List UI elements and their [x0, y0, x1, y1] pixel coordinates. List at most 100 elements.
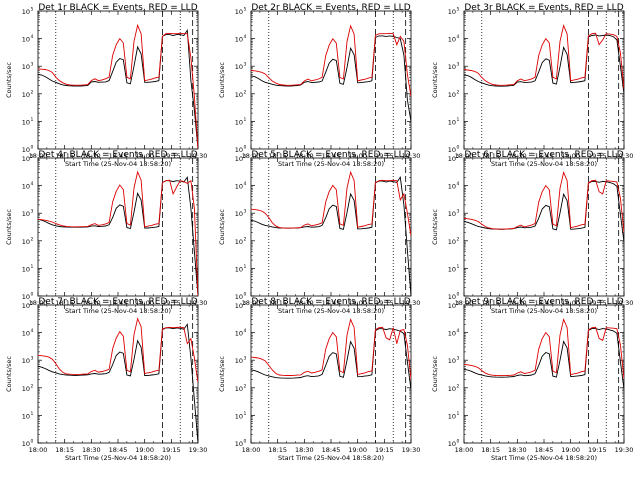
y-tick-label: 10	[448, 293, 456, 301]
y-tick-label: 10	[448, 238, 456, 246]
events-series	[38, 176, 198, 296]
x-tick-label: 19:00	[561, 152, 580, 160]
y-tick-label: 10	[235, 91, 243, 99]
x-tick-label: 18:15	[55, 299, 74, 307]
events-series	[251, 176, 411, 296]
panel-title: Det 5r BLACK = Events, RED = LLD	[251, 150, 410, 160]
y-tick-exponent: 1	[457, 117, 460, 123]
x-axis-label: Start Time (25-Nov-04 18:58:20)	[491, 454, 597, 462]
x-tick-label: 18:45	[322, 446, 341, 454]
y-tick-label: 10	[448, 91, 456, 99]
x-tick-label: 18:30	[508, 299, 527, 307]
events-series	[464, 328, 624, 390]
y-tick-exponent: 5	[457, 154, 460, 160]
x-axis-label: Start Time (25-Nov-04 18:58:20)	[65, 160, 171, 168]
y-tick-label: 10	[22, 183, 30, 191]
x-tick-label: 18:15	[481, 152, 500, 160]
plot-frame	[250, 10, 412, 150]
y-tick-exponent: 4	[244, 328, 247, 334]
x-tick-label: 18:45	[535, 152, 554, 160]
y-tick-label: 10	[235, 293, 243, 301]
y-axis-label: Counts/sec	[431, 62, 439, 98]
y-tick-exponent: 2	[31, 89, 34, 95]
y-tick-label: 10	[235, 118, 243, 126]
x-tick-label: 19:15	[375, 152, 394, 160]
x-tick-label: 18:45	[535, 299, 554, 307]
panel-title: Det 3r BLACK = Events, RED = LLD	[464, 3, 623, 13]
x-tick-label: 18:45	[109, 299, 128, 307]
y-tick-exponent: 5	[457, 301, 460, 307]
y-tick-label: 10	[22, 385, 30, 393]
y-tick-label: 10	[448, 8, 456, 16]
y-tick-label: 10	[22, 293, 30, 301]
y-tick-label: 10	[448, 440, 456, 448]
events-series	[251, 35, 411, 122]
panel-title: Det 1r BLACK = Events, RED = LLD	[38, 3, 197, 13]
y-tick-exponent: 4	[31, 34, 34, 40]
x-tick-label: 18:00	[29, 446, 48, 454]
y-tick-exponent: 2	[31, 383, 34, 389]
y-tick-label: 10	[235, 183, 243, 191]
x-tick-label: 18:45	[109, 446, 128, 454]
y-axis-label: Counts/sec	[218, 356, 226, 392]
y-tick-exponent: 4	[244, 34, 247, 40]
y-axis-label: Counts/sec	[431, 356, 439, 392]
x-tick-label: 18:15	[481, 446, 500, 454]
y-tick-exponent: 2	[244, 89, 247, 95]
y-tick-exponent: 3	[31, 62, 34, 68]
x-tick-label: 19:15	[375, 299, 394, 307]
panel-title: Det 2r BLACK = Events, RED = LLD	[251, 3, 410, 13]
x-axis-label: Start Time (25-Nov-04 18:58:20)	[278, 454, 384, 462]
x-tick-label: 18:00	[29, 152, 48, 160]
y-tick-exponent: 2	[244, 383, 247, 389]
y-tick-exponent: 3	[244, 62, 247, 68]
y-tick-exponent: 0	[31, 439, 34, 445]
plot-frame	[463, 157, 625, 297]
x-tick-label: 19:00	[348, 446, 367, 454]
y-tick-exponent: 2	[457, 383, 460, 389]
x-tick-label: 18:45	[322, 299, 341, 307]
y-tick-exponent: 1	[244, 117, 247, 123]
y-tick-exponent: 0	[457, 292, 460, 298]
x-axis-label: Start Time (25-Nov-04 18:58:20)	[65, 454, 171, 462]
y-tick-exponent: 0	[244, 145, 247, 151]
x-axis-label: Start Time (25-Nov-04 18:58:20)	[278, 160, 384, 168]
y-tick-exponent: 2	[457, 236, 460, 242]
x-tick-label: 19:15	[162, 299, 181, 307]
y-axis-label: Counts/sec	[5, 356, 13, 392]
x-tick-label: 18:00	[29, 299, 48, 307]
y-tick-label: 10	[235, 8, 243, 16]
x-tick-label: 19:00	[348, 152, 367, 160]
y-tick-exponent: 5	[31, 154, 34, 160]
x-tick-label: 18:15	[55, 446, 74, 454]
y-tick-label: 10	[22, 238, 30, 246]
y-tick-label: 10	[448, 183, 456, 191]
y-tick-exponent: 4	[31, 328, 34, 334]
x-tick-label: 18:00	[242, 299, 261, 307]
y-tick-label: 10	[235, 330, 243, 338]
y-tick-label: 10	[448, 118, 456, 126]
y-axis-label: Counts/sec	[218, 62, 226, 98]
y-tick-exponent: 5	[244, 301, 247, 307]
x-tick-label: 18:00	[455, 299, 474, 307]
panel-title: Det 8r BLACK = Events, RED = LLD	[251, 297, 410, 307]
y-tick-label: 10	[448, 210, 456, 218]
y-tick-label: 10	[235, 155, 243, 163]
y-tick-label: 10	[22, 412, 30, 420]
y-axis-label: Counts/sec	[431, 209, 439, 245]
y-tick-exponent: 3	[31, 356, 34, 362]
lld-series	[464, 170, 624, 233]
y-tick-label: 10	[235, 385, 243, 393]
y-tick-exponent: 1	[457, 264, 460, 270]
panel-title: Det 9r BLACK = Events, RED = LLD	[464, 297, 623, 307]
y-tick-label: 10	[448, 385, 456, 393]
y-tick-exponent: 1	[244, 411, 247, 417]
y-axis-label: Counts/sec	[218, 209, 226, 245]
y-tick-exponent: 3	[244, 356, 247, 362]
y-tick-exponent: 0	[244, 439, 247, 445]
panel-title: Det 4r BLACK = Events, RED = LLD	[38, 150, 197, 160]
panel-title: Det 7r BLACK = Events, RED = LLD	[38, 297, 197, 307]
lld-series	[464, 24, 624, 89]
